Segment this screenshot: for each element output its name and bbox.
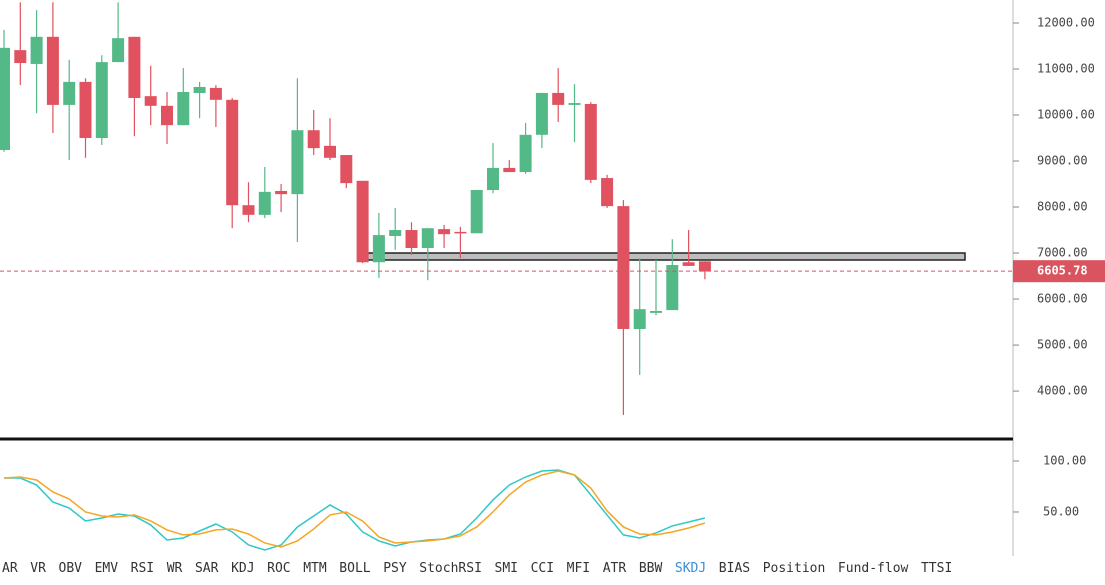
candle-body [63,81,76,105]
indicator-tab[interactable]: CCI [530,561,555,576]
indicator-tab[interactable]: SAR [194,561,219,576]
candle-body [30,36,43,64]
indicator-tab[interactable]: StochRSI [419,561,482,576]
y-tick-label: 50.00 [1043,504,1079,518]
candle-body [177,92,190,126]
indicator-tab[interactable]: MTM [303,561,327,576]
indicator-tab[interactable]: KDJ [231,561,255,576]
last-price-tag [1013,260,1105,283]
indicator-tab[interactable]: MFI [566,561,591,576]
indicator-tab[interactable]: Fund-flow [837,561,909,576]
price-zone-box [359,252,966,261]
candle-body [438,229,451,235]
indicator-tab[interactable]: EMV [94,561,119,576]
y-tick-label: 10000.00 [1037,108,1095,122]
y-tick-label: 4000.00 [1037,384,1088,398]
candle-body [275,190,288,195]
candle-body [46,36,59,105]
candle-body [698,261,711,272]
indicator-tab[interactable]: WR [166,561,183,576]
indicator-tab[interactable]: ROC [267,561,291,576]
y-tick-label: 7000.00 [1037,246,1088,260]
indicator-tab[interactable]: TTSI [920,561,953,576]
candle-body [519,134,532,173]
candle-body [291,130,304,195]
indicator-tab[interactable]: Position [762,561,826,576]
y-tick-label: 8000.00 [1037,200,1088,214]
candle-body [405,230,418,248]
candle-body [356,180,369,263]
candle-body [112,38,125,63]
candle-body [340,155,353,184]
candle-body [144,96,157,106]
candle-body [666,265,679,311]
candle-body [617,206,630,329]
candle-body [324,145,336,158]
candle-body [535,92,548,135]
candle-body [128,36,141,98]
candle-body [0,47,10,150]
candle-body [193,86,206,93]
indicator-tab[interactable]: ATR [602,561,627,576]
candle-body [372,235,385,263]
indicator-tab[interactable]: SMI [494,561,518,576]
candle-body [79,81,92,139]
candle-body [682,262,695,266]
candle-body [258,191,271,215]
candle-body [226,99,239,206]
indicator-tab[interactable]: AR [2,561,18,576]
last-price-label: 6605.78 [1037,264,1088,278]
indicator-tab[interactable]: RSI [130,561,155,576]
candle-body [552,92,565,105]
y-tick-label: 9000.00 [1037,154,1088,168]
indicator-tab[interactable]: PSY [383,561,407,576]
candle-body [161,105,173,126]
candle-body [421,228,434,248]
indicator-tab[interactable]: BOLL [339,561,371,576]
candle-body [633,309,646,329]
candle-body [454,231,467,234]
candle-body [242,205,255,215]
candle-body [389,230,402,237]
candle-body [601,178,614,207]
candle-body [14,50,27,64]
candle-body [470,190,483,234]
indicator-line [3,470,706,548]
y-tick-label: 100.00 [1043,454,1086,468]
indicator-tabs: AR VR OBV EMV RSI WR SAR KDJ ROC MTM BOLL PSY StochR… [2,561,952,576]
candle-body [650,311,662,313]
indicator-tab[interactable]: OBV [58,561,82,576]
candle-body [307,130,320,149]
y-tick-label: 6000.00 [1037,292,1088,306]
candle-body [568,103,581,105]
y-tick-label: 5000.00 [1037,338,1088,352]
indicator-line [4,469,706,551]
candle-body [503,167,516,173]
indicator-tab[interactable]: BIAS [718,561,751,576]
indicator-tab[interactable]: BBW [638,561,663,576]
candle-body [95,62,108,139]
candle-body [584,103,597,180]
indicator-tab[interactable]: VR [30,561,46,576]
y-tick-label: 11000.00 [1037,62,1095,76]
indicator-tab[interactable]: SKDJ [674,561,707,576]
chart: 12000.00 11000.00 10000.00 9000.00 8000.00 70… [0,0,1105,556]
candle-body [209,87,222,100]
y-tick-label: 12000.00 [1037,16,1095,30]
candle-body [487,167,499,191]
